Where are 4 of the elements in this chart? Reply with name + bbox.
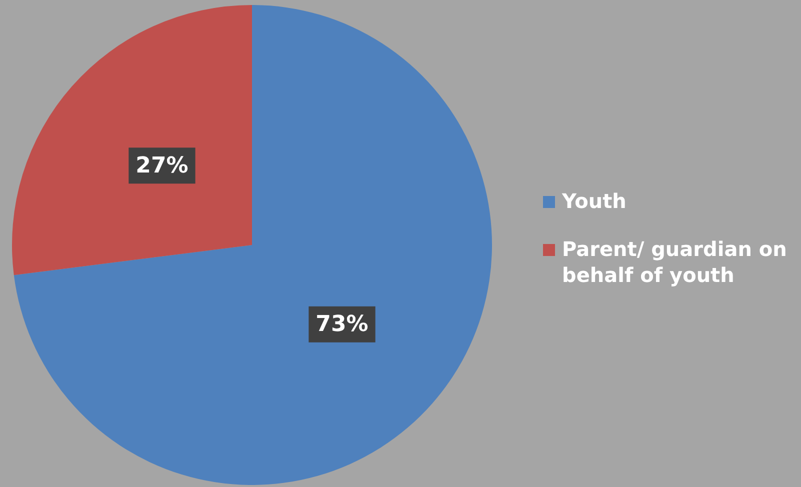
legend-label: Parent/ guardian on behalf of youth: [562, 236, 788, 288]
data-label: 27%: [136, 153, 188, 178]
data-label: 73%: [316, 312, 368, 338]
legend-label: Youth: [562, 188, 626, 214]
